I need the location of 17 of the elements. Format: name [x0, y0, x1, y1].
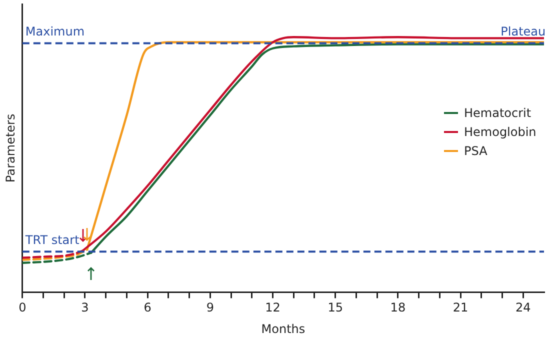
x-tick-label: 9 — [206, 300, 214, 315]
x-tick-label: 3 — [81, 300, 89, 315]
ref-line-label: TRT start — [24, 232, 80, 247]
x-tick-label: 12 — [265, 300, 280, 315]
x-tick-label: 18 — [390, 300, 406, 315]
ref-line-label: Maximum — [25, 24, 85, 38]
y-axis-title: Parameters — [3, 114, 18, 182]
legend-label: Hemoglobin — [464, 124, 536, 139]
x-axis-title: Months — [261, 322, 306, 336]
x-tick-label: 24 — [515, 300, 531, 315]
x-tick-label: 21 — [452, 300, 468, 315]
x-tick-label: 6 — [144, 300, 152, 315]
x-tick-label: 15 — [328, 300, 343, 315]
x-tick-label: 0 — [18, 300, 26, 315]
legend-label: PSA — [464, 144, 488, 158]
annotation: Plateau — [500, 24, 546, 38]
legend-label: Hematocrit — [464, 106, 532, 120]
